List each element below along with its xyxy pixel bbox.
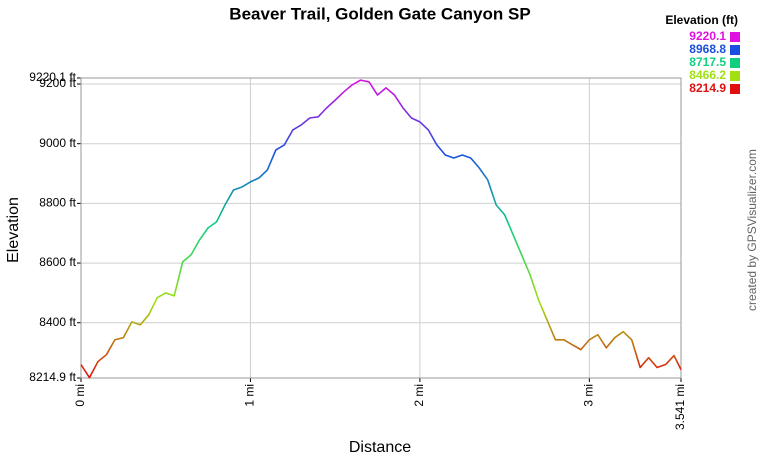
x-tick-label: 0 mi xyxy=(73,384,87,407)
legend-swatch xyxy=(730,71,740,81)
y-tick-label: 8600 ft xyxy=(39,255,76,269)
y-tick-label: 9220.1 ft xyxy=(29,70,76,84)
legend-swatch xyxy=(730,58,740,68)
x-tick-label: 1 mi xyxy=(243,384,257,407)
y-tick-label: 9000 ft xyxy=(39,136,76,150)
legend-swatch xyxy=(730,32,740,42)
legend-swatch xyxy=(730,84,740,94)
x-tick-label: 3.541 mi xyxy=(673,384,687,430)
plot-border xyxy=(80,77,682,379)
y-tick-label: 9200 ft xyxy=(39,76,76,90)
legend-swatch xyxy=(730,45,740,55)
legend-label: 8717.5 xyxy=(689,55,726,69)
legend-label: 8968.8 xyxy=(689,42,726,56)
y-tick-label: 8800 ft xyxy=(39,196,76,210)
chart-title: Beaver Trail, Golden Gate Canyon SP xyxy=(229,4,530,23)
legend-label: 9220.1 xyxy=(689,29,726,43)
legend-label: 8466.2 xyxy=(689,68,726,82)
x-tick-label: 2 mi xyxy=(412,384,426,407)
legend-title: Elevation (ft) xyxy=(665,13,738,27)
elevation-line xyxy=(80,79,682,379)
y-axis-label: Elevation xyxy=(5,197,22,263)
credit: created by GPSVisualizer.com xyxy=(745,149,759,311)
legend-label: 8214.9 xyxy=(689,81,726,95)
x-tick-label: 3 mi xyxy=(582,384,596,407)
x-axis-label: Distance xyxy=(349,439,411,456)
y-tick-label: 8214.9 ft xyxy=(29,370,76,384)
y-tick-label: 8400 ft xyxy=(39,315,76,329)
